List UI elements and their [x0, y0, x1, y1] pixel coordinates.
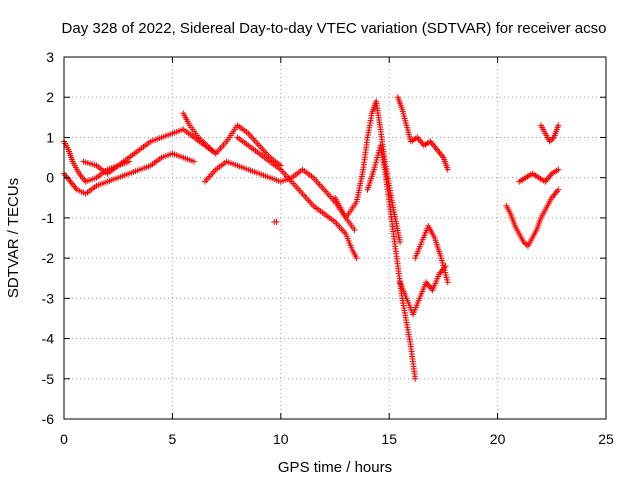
- y-tick-label: -5: [42, 371, 55, 387]
- data-point: [555, 166, 562, 173]
- data-point: [546, 138, 553, 145]
- data-point: [444, 166, 451, 173]
- data-point: [520, 239, 527, 246]
- y-tick-label: -3: [42, 290, 55, 306]
- y-tick-label: -1: [42, 210, 55, 226]
- y-tick-label: 1: [46, 129, 54, 145]
- data-point: [397, 239, 404, 246]
- y-tick-label: 2: [46, 89, 54, 105]
- data-points: [61, 94, 562, 382]
- data-point: [549, 135, 556, 142]
- data-point: [523, 241, 530, 248]
- y-tick-label: -4: [42, 331, 55, 347]
- y-axis-label: SDTVAR / TECUs: [5, 178, 22, 298]
- axis-ticks: 0 5 10 15 20 25 -6 -5 -4 -3 -2 -1 0 1 2 3: [42, 49, 614, 447]
- y-tick-label: -2: [42, 250, 55, 266]
- chart-title: Day 328 of 2022, Sidereal Day-to-day VTE…: [62, 20, 607, 37]
- x-tick-label: 0: [60, 431, 68, 447]
- x-tick-label: 25: [598, 431, 614, 447]
- x-tick-label: 5: [169, 431, 177, 447]
- y-tick-label: -6: [42, 411, 55, 427]
- x-axis-label: GPS time / hours: [278, 459, 392, 476]
- y-tick-label: 3: [46, 49, 54, 65]
- data-point: [412, 375, 419, 382]
- x-tick-label: 15: [381, 431, 397, 447]
- x-tick-label: 20: [490, 431, 506, 447]
- x-tick-label: 10: [273, 431, 289, 447]
- data-point: [273, 218, 280, 225]
- data-point: [191, 158, 198, 165]
- data-point: [351, 226, 358, 233]
- data-point: [444, 279, 451, 286]
- data-point: [126, 158, 133, 165]
- data-point: [555, 186, 562, 193]
- y-tick-label: 0: [46, 170, 54, 186]
- data-point: [522, 240, 529, 247]
- data-point: [555, 122, 562, 129]
- plot-frame: [63, 56, 607, 420]
- data-point: [353, 255, 360, 262]
- grid: [64, 57, 606, 419]
- data-point: [548, 137, 555, 144]
